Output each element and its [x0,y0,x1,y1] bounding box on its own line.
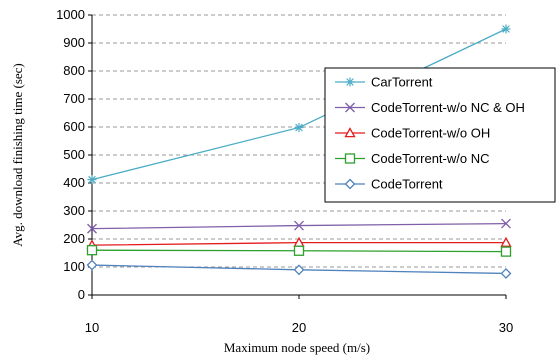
series-codetorrent [86,259,512,279]
data-point-diamond [344,178,356,190]
x-stroke [501,218,511,229]
series-codetorrent-w-o-nc-oh [87,218,511,234]
legend-item: CodeTorrent [335,177,443,192]
axes [88,14,507,299]
y-tick-label: 200 [63,231,85,246]
legend-label: CodeTorrent-w/o NC & OH [371,100,525,115]
data-point-star [345,77,355,87]
data-point-star [294,123,304,133]
x-tick-label: 10 [85,320,99,335]
x-stroke [345,102,355,113]
y-tick-label: 800 [63,63,85,78]
data-point-triangle [500,236,512,247]
star-stroke [502,25,510,33]
series-cartorrent [87,24,511,185]
data-point-square [344,153,356,164]
legend-item: CodeTorrent-w/o NC [335,151,490,166]
y-tick-label: 300 [63,203,85,218]
legend-label: CarTorrent [371,75,433,90]
x-stroke [294,220,304,231]
tick-labels: 0 100 200 300 400 500 600 700 800 900 1000 10 20 30 [56,7,513,335]
data-point-triangle [344,127,356,138]
legend-box [324,67,556,203]
data-point-x [87,223,97,234]
legend-item: CodeTorrent-w/o OH [335,126,490,141]
data-point-star [501,24,511,34]
series-codetorrent-w-o-nc [86,245,512,257]
y-tick-label: 0 [78,287,85,302]
legend-item: CarTorrent [335,75,433,90]
star-stroke [295,123,303,132]
x-stroke [87,223,97,234]
x-tick-label: 30 [499,320,513,335]
data-point-x [345,102,355,113]
data-point-square [500,246,512,257]
y-tick-label: 900 [63,35,85,50]
y-tick-label: 700 [63,91,85,106]
y-tick-label: 400 [63,175,85,190]
y-tick-label: 1000 [56,7,85,22]
data-point-x [501,218,511,229]
legend-label: CodeTorrent-w/o NC [371,151,490,166]
legend-label: CodeTorrent-w/o OH [371,126,490,141]
data-point-square [86,245,98,256]
x-tick-label: 20 [292,320,306,335]
legend: CarTorrent CodeTorrent-w/o NC & OH CodeTor… [324,67,556,203]
legend-label: CodeTorrent [371,177,443,192]
y-tick-label: 100 [63,259,85,274]
star-stroke [88,175,96,184]
data-point-diamond [293,264,305,276]
x-axis-title: Maximum node speed (m/s) [224,340,370,355]
y-tick-label: 600 [63,119,85,134]
data-point-diamond [500,268,512,279]
data-point-x [294,220,304,231]
y-axis-title: Avg. download finishing time (sec) [10,63,25,247]
star-stroke [346,78,354,86]
data-point-diamond [86,259,98,271]
legend-item: CodeTorrent-w/o NC & OH [335,100,525,115]
data-point-square [293,245,305,256]
data-point-star [87,175,97,185]
series-lines [86,24,512,279]
y-tick-label: 500 [63,147,85,162]
